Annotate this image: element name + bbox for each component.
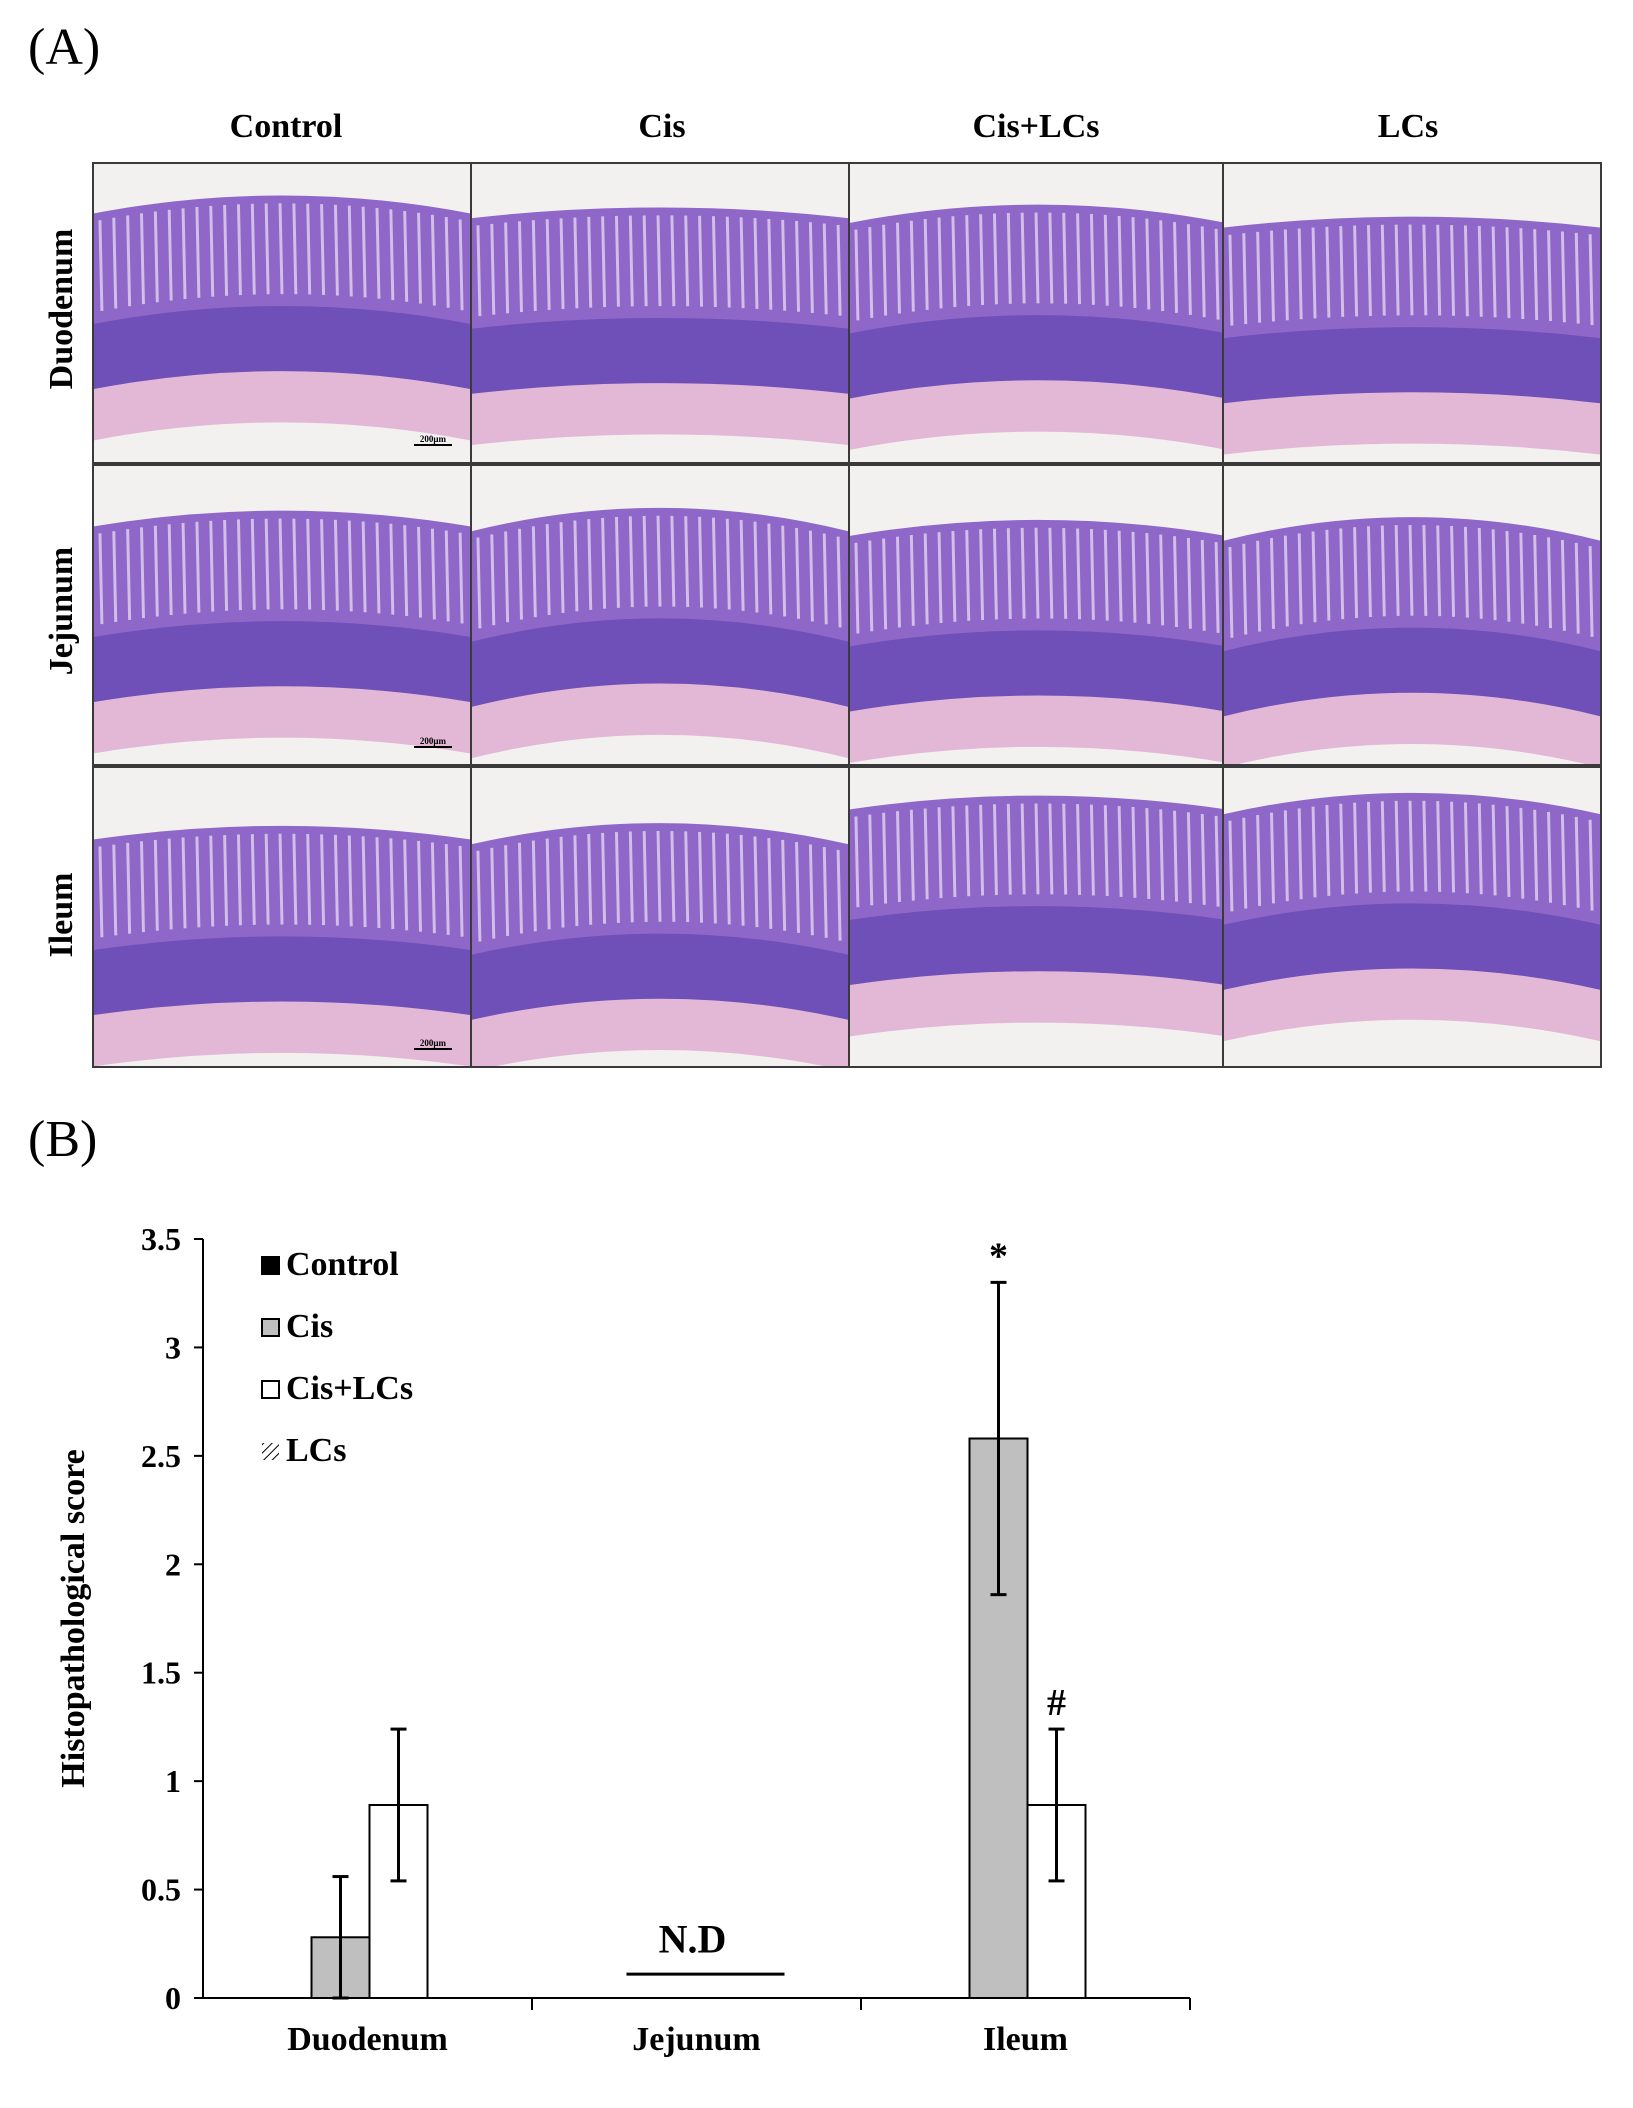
histology-image-jejunum-control: 200μm — [92, 464, 472, 766]
column-header-control: Control — [229, 108, 343, 145]
bar-cis-lcs — [368, 1803, 429, 1999]
y-tick-label: 0 — [165, 1980, 181, 2016]
y-tick-label: 1 — [165, 1763, 181, 1799]
legend-label: Cis — [286, 1308, 333, 1345]
column-header-cis: Cis — [638, 108, 686, 145]
not-detected-label: N.D — [659, 1916, 727, 1961]
histology-image-ileum-control: 200μm — [92, 766, 472, 1068]
scale-bar: 200μm — [413, 434, 452, 446]
significance-mark: # — [1047, 1682, 1066, 1724]
histology-image-ileum-cis — [470, 766, 850, 1068]
column-header-cis-lcs: Cis+LCs — [972, 108, 1100, 145]
scale-bar: 200μm — [413, 1038, 452, 1050]
histology-image-duodenum-lcs — [1222, 162, 1602, 464]
row-header-duodenum: Duodenum — [43, 228, 80, 390]
legend-label: Control — [286, 1246, 399, 1283]
x-tick-label: Ileum — [983, 2021, 1068, 2058]
histology-image-jejunum-lcs — [1222, 464, 1602, 766]
legend-swatch-lcs — [262, 1443, 279, 1460]
histology-image-ileum-cis-lcs — [848, 766, 1228, 1068]
y-axis-label: Histopathological score — [55, 1449, 92, 1787]
y-tick-label: 2.5 — [141, 1438, 181, 1474]
y-tick-label: 1.5 — [141, 1655, 181, 1691]
significance-mark: * — [989, 1235, 1008, 1277]
panel-a-label: (A) — [28, 19, 101, 76]
legend-swatch-cis-lcs — [261, 1380, 280, 1399]
y-tick-label: 3 — [165, 1329, 181, 1365]
histology-image-ileum-lcs — [1222, 766, 1602, 1068]
legend-label: Cis+LCs — [286, 1370, 413, 1407]
histology-image-duodenum-cis-lcs — [848, 162, 1228, 464]
column-header-lcs: LCs — [1377, 108, 1439, 145]
legend-swatch-cis — [261, 1318, 280, 1337]
row-header-jejunum: Jejunum — [43, 546, 80, 676]
legend-swatch-control — [261, 1256, 280, 1275]
y-tick-label: 3.5 — [141, 1221, 181, 1257]
scale-bar: 200μm — [413, 736, 452, 748]
x-tick-label: Jejunum — [632, 2021, 760, 2058]
histology-image-duodenum-cis — [470, 162, 850, 464]
row-header-ileum: Ileum — [43, 872, 80, 958]
histology-image-duodenum-control: 200μm — [92, 162, 472, 464]
legend-label: LCs — [286, 1432, 346, 1469]
x-tick-label: Duodenum — [287, 2021, 448, 2058]
histology-image-jejunum-cis — [470, 464, 850, 766]
histopathology-bar-chart: 0 0.5 1 1.5 2 2.5 3 3.5 Histopathological score D… — [0, 1180, 1633, 2103]
histology-image-jejunum-cis-lcs — [848, 464, 1228, 766]
y-tick-label: 0.5 — [141, 1872, 181, 1908]
y-tick-label: 2 — [165, 1546, 181, 1582]
panel-b-label: (B) — [28, 1111, 98, 1168]
